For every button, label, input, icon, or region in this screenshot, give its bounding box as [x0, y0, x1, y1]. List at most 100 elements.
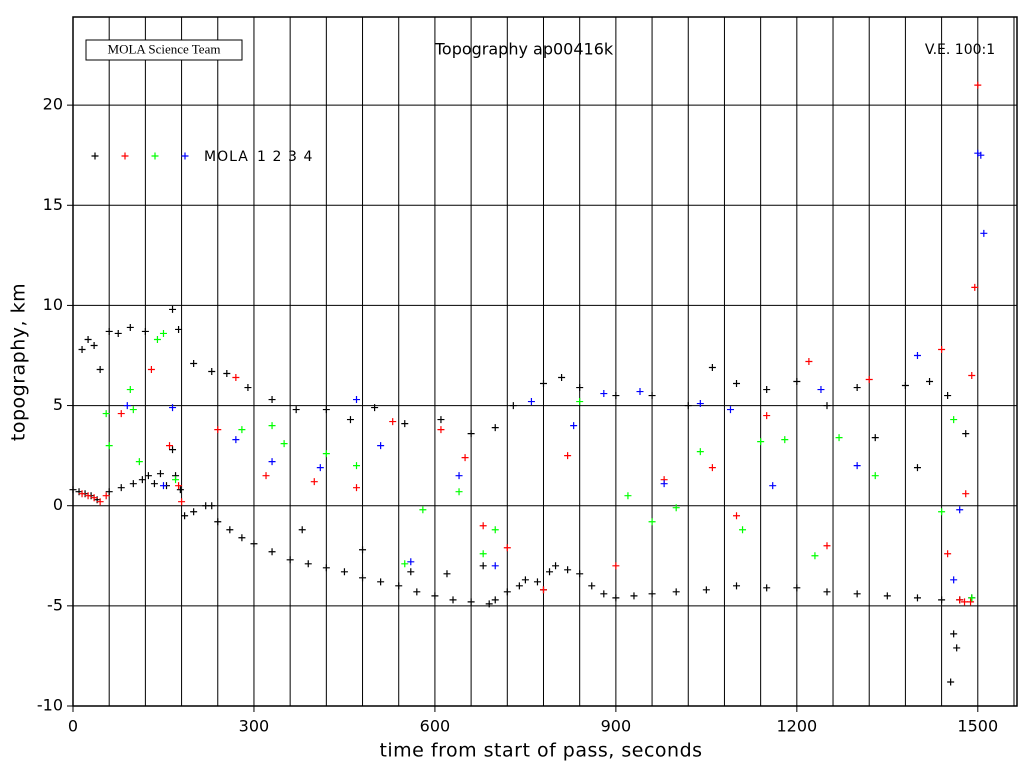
legend-marker: [181, 152, 189, 160]
data-point: [144, 472, 152, 480]
data-point: [817, 386, 825, 394]
data-point: [123, 402, 131, 410]
data-point: [232, 374, 240, 382]
x-tick-label: 900: [601, 717, 632, 736]
x-tick-label: 0: [68, 717, 78, 736]
data-point: [503, 588, 511, 596]
y-tick-label: -10: [37, 696, 63, 715]
y-axis-label: topography, km: [8, 283, 30, 441]
data-point: [78, 490, 86, 498]
data-point: [708, 464, 716, 472]
data-point: [377, 578, 385, 586]
legend-marker: [121, 152, 129, 160]
data-point: [322, 406, 330, 414]
data-point: [612, 392, 620, 400]
credit-box: [85, 39, 243, 61]
data-point: [105, 442, 113, 450]
data-point: [467, 598, 475, 606]
data-point: [90, 341, 98, 349]
points: [69, 81, 988, 686]
data-point: [552, 562, 560, 570]
data-point: [883, 592, 891, 600]
data-point: [340, 568, 348, 576]
data-point: [455, 488, 463, 496]
data-point: [546, 568, 554, 576]
data-point: [509, 402, 517, 410]
data-point: [96, 498, 104, 506]
data-point: [175, 482, 183, 490]
data-point: [539, 586, 547, 594]
data-point: [823, 542, 831, 550]
data-point: [401, 420, 409, 428]
data-point: [950, 576, 958, 584]
data-point: [190, 360, 198, 368]
data-point: [178, 498, 186, 506]
data-point: [389, 418, 397, 426]
data-point: [395, 582, 403, 590]
data-point: [612, 594, 620, 602]
chart-title: Topography ap00416k: [434, 40, 614, 59]
data-point: [244, 384, 252, 392]
data-point: [672, 504, 680, 512]
x-tick-label: 300: [239, 717, 270, 736]
y-tick-label: 5: [53, 395, 63, 414]
y-tick-label: -5: [47, 595, 63, 614]
data-point: [491, 596, 499, 604]
data-point: [166, 442, 174, 450]
data-point: [176, 486, 184, 494]
data-point: [316, 464, 324, 472]
data-point: [624, 492, 632, 500]
data-point: [696, 448, 704, 456]
annotation: V.E. 100:1: [925, 42, 995, 58]
data-point: [431, 592, 439, 600]
data-point: [292, 406, 300, 414]
data-point: [286, 556, 294, 564]
data-point: [181, 512, 189, 520]
data-point: [353, 462, 361, 470]
data-point: [944, 550, 952, 558]
data-point: [980, 229, 988, 237]
data-point: [268, 458, 276, 466]
data-point: [648, 590, 656, 598]
y-tick-label: 20: [43, 95, 63, 114]
data-point: [359, 574, 367, 582]
data-point: [491, 562, 499, 570]
legend-marker: [151, 152, 159, 160]
data-point: [570, 422, 578, 430]
data-point: [102, 410, 110, 418]
data-point: [947, 678, 955, 686]
y-tick-label: 15: [43, 195, 63, 214]
x-tick-label: 1500: [957, 717, 998, 736]
data-point: [153, 335, 161, 343]
data-point: [322, 564, 330, 572]
plot-frame: [72, 16, 1018, 707]
data-point: [485, 600, 493, 608]
data-point: [539, 380, 547, 388]
data-point: [449, 596, 457, 604]
data-point: [961, 598, 969, 606]
data-point: [175, 325, 183, 333]
data-point: [793, 584, 801, 592]
data-point: [443, 570, 451, 578]
y-tick-label: 0: [53, 495, 63, 514]
legend-label: 3: [288, 149, 297, 165]
data-point: [805, 358, 813, 365]
data-point: [950, 630, 958, 638]
data-point: [835, 434, 843, 442]
data-point: [455, 472, 463, 480]
data-point: [138, 476, 146, 484]
data-point: [353, 396, 361, 404]
data-point: [533, 578, 541, 586]
data-point: [793, 378, 801, 386]
data-point: [757, 438, 765, 446]
data-point: [956, 596, 964, 604]
data-point: [726, 406, 734, 414]
data-point: [238, 426, 246, 434]
data-point: [419, 506, 427, 514]
data-point: [733, 512, 741, 520]
data-point: [938, 345, 946, 353]
data-point: [871, 472, 879, 480]
data-point: [588, 582, 596, 590]
